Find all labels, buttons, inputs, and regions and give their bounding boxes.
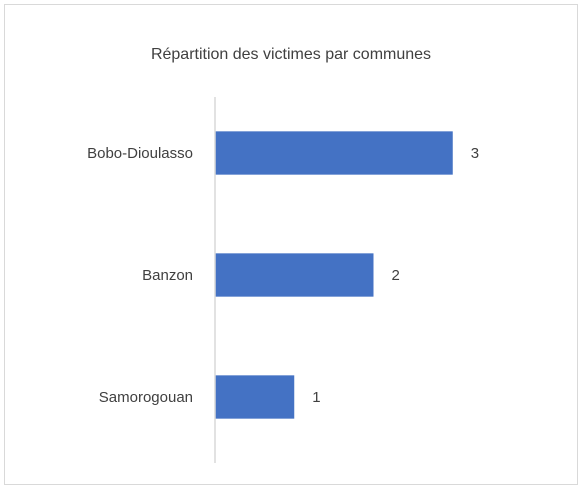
data-label: 1 [312, 389, 320, 406]
data-label: 3 [471, 145, 479, 162]
y-tick-label: Banzon [142, 267, 193, 284]
bar [215, 375, 295, 419]
bar [215, 131, 453, 175]
bar [215, 253, 374, 297]
chart-title: Répartition des victimes par communes [151, 46, 431, 63]
data-label: 2 [392, 267, 400, 284]
y-tick-label: Bobo-Dioulasso [87, 145, 193, 162]
y-tick-label: Samorogouan [99, 389, 193, 406]
